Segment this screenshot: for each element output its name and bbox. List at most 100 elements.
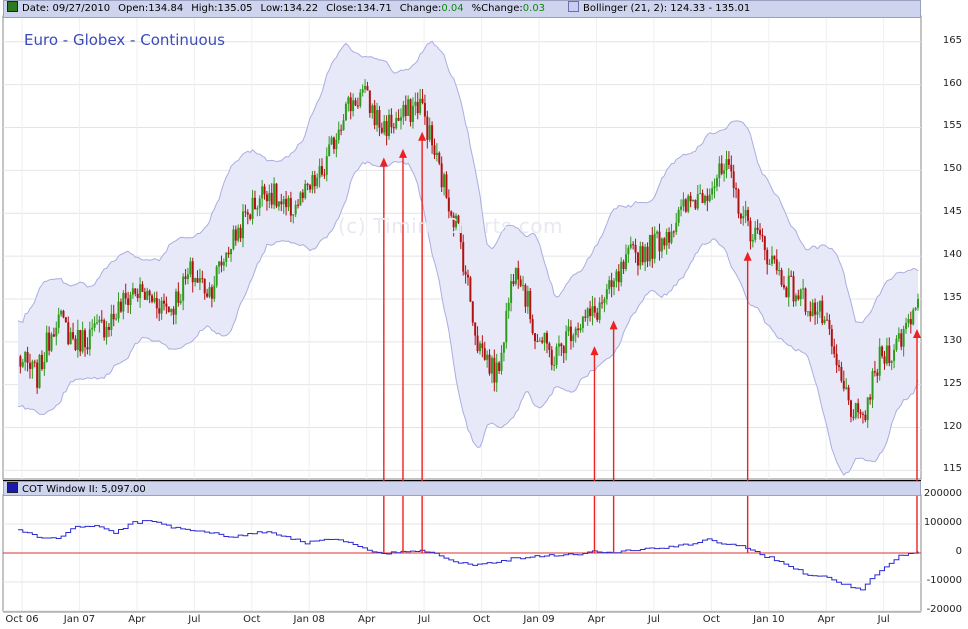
candle-body (88, 329, 91, 350)
watermark-text: (c) TimingCharts.com (338, 214, 563, 238)
candle-body (608, 280, 611, 290)
candle-body (112, 313, 115, 320)
candle-body (474, 322, 477, 336)
candle-body (380, 127, 383, 133)
candle-body (280, 201, 283, 205)
candle-body (641, 246, 644, 263)
candle-body (84, 330, 87, 348)
candle-body (117, 301, 120, 319)
x-tick-label: Jul (418, 614, 431, 625)
candle-body (895, 338, 898, 350)
candle-body (806, 311, 809, 313)
candle-body (890, 360, 893, 363)
candle-body (646, 246, 649, 262)
price-y-tick: 145 (942, 206, 962, 218)
candle-body (301, 192, 304, 199)
candle-body (859, 412, 862, 414)
candle-body (471, 301, 474, 323)
candle-body (170, 308, 173, 313)
candle-body (478, 343, 481, 352)
candle-body (584, 316, 587, 318)
candle-body (557, 343, 560, 347)
open-label: Open: (118, 3, 149, 14)
candle-body (555, 346, 558, 365)
candle-body (285, 199, 288, 208)
candle-body (28, 362, 31, 369)
candle-body (19, 356, 22, 367)
candle-body (237, 227, 240, 241)
candle-body (354, 100, 357, 106)
candle-body (165, 303, 168, 307)
candle-body (81, 330, 84, 352)
candle-body (459, 223, 462, 243)
candle-body (297, 204, 300, 206)
candle-body (249, 214, 252, 219)
candle-body (364, 86, 367, 90)
candle-body (268, 192, 271, 202)
x-tick-label: Oct 06 (5, 614, 39, 625)
candle-body (902, 328, 905, 347)
candle-body (811, 302, 814, 317)
candle-body (349, 97, 352, 112)
candle-body (617, 271, 620, 283)
candle-body (574, 328, 577, 336)
candle-body (438, 152, 441, 164)
candle-body (38, 354, 41, 388)
candle-body (534, 333, 537, 342)
candle-body (545, 332, 548, 344)
candle-body (613, 280, 616, 288)
candle-body (318, 166, 321, 178)
candle-body (98, 319, 101, 323)
candle-body (275, 183, 278, 207)
candle-body (514, 268, 517, 284)
candle-body (182, 276, 185, 301)
candle-body (883, 356, 886, 364)
low-label: Low: (260, 3, 284, 14)
candle-body (67, 322, 70, 345)
candle-body (407, 99, 410, 116)
candle-body (500, 352, 503, 371)
candle-body (431, 125, 434, 146)
candle-body (395, 117, 398, 129)
candle-body (634, 244, 637, 253)
bollinger-band (17, 40, 919, 476)
candle-body (809, 311, 812, 317)
candle-body (194, 278, 197, 283)
candle-body (469, 277, 472, 302)
candle-body (100, 319, 103, 321)
candle-body (320, 166, 323, 175)
high-value: 135.05 (217, 3, 253, 14)
candle-body (744, 209, 747, 217)
candle-body (452, 215, 455, 228)
candle-body (526, 290, 529, 307)
candle-body (457, 215, 460, 224)
candle-body (510, 281, 513, 303)
chart-title: Euro - Globex - Continuous (24, 31, 225, 49)
candle-body (847, 387, 850, 401)
candle-body (31, 361, 34, 369)
cot-y-tick: 100000 (923, 517, 962, 528)
candle-body (818, 300, 821, 312)
candle-body (656, 231, 659, 234)
candle-body (543, 332, 546, 343)
candle-body (840, 366, 843, 381)
candle-body (754, 227, 757, 240)
candle-body (40, 354, 43, 370)
candle-body (562, 346, 565, 354)
candle-body (596, 312, 599, 320)
change-label: Change: (399, 3, 442, 14)
pct-change-label: %Change: (471, 3, 523, 14)
bollinger-values: 124.33 - 135.01 (670, 3, 751, 14)
candle-body (167, 306, 170, 313)
bollinger-legend-swatch (568, 1, 580, 12)
candle-body (522, 285, 525, 287)
candle-body (328, 144, 331, 157)
candle-body (160, 300, 163, 314)
candle-body (845, 387, 848, 389)
candle-body (435, 152, 438, 156)
candle-body (512, 281, 515, 284)
candle-body (581, 316, 584, 329)
candle-body (706, 195, 709, 201)
candle-body (490, 357, 493, 374)
candle-body (134, 288, 137, 294)
